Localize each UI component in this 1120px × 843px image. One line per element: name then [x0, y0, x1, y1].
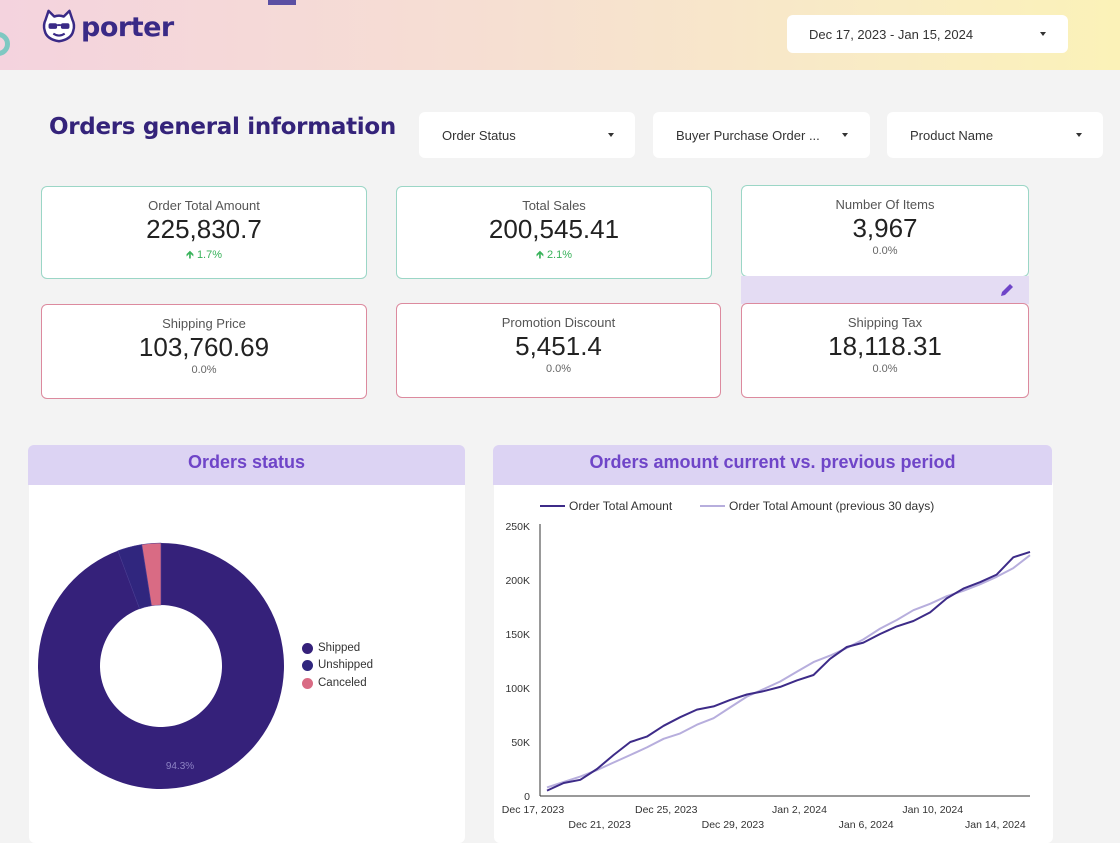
legend-swatch-unshipped [302, 659, 313, 671]
legend-label[interactable]: Order Total Amount [569, 499, 673, 513]
kpi-label: Number Of Items [835, 197, 935, 212]
x-tick-label: Jan 10, 2024 [902, 804, 963, 816]
legend-swatch-canceled [302, 677, 313, 689]
edit-toolbar [741, 276, 1029, 304]
orders-amount-panel [494, 479, 1053, 843]
kpi-value: 18,118.31 [828, 331, 942, 361]
arrow-up-icon: 🡹 [535, 249, 547, 261]
kpi-shipping-price[interactable]: Shipping Price 103,760.69 0.0% [41, 304, 367, 399]
legend-label: Unshipped [318, 659, 373, 671]
orders-status-donut[interactable]: 94.3% [30, 535, 292, 797]
orders-status-title: Orders status [28, 445, 465, 485]
kpi-promotion-discount[interactable]: Promotion Discount 5,451.4 0.0% [396, 303, 721, 398]
kpi-delta: 🡹 1.7% [42, 246, 366, 265]
chevron-down-icon [1040, 32, 1046, 36]
kpi-delta: 0.0% [191, 364, 217, 376]
chevron-down-icon [1076, 133, 1082, 137]
kpi-label: Shipping Price [162, 316, 246, 331]
filter-label: Product Name [910, 127, 994, 143]
x-tick-label: Dec 29, 2023 [702, 819, 765, 831]
legend-item-shipped[interactable]: Shipped [302, 642, 360, 654]
logo-text: porter [81, 11, 174, 43]
filter-label: Buyer Purchase Order ... [676, 127, 820, 143]
kpi-order-total-amount[interactable]: Order Total Amount 225,830.7 🡹 1.7% [41, 186, 367, 279]
kpi-value: 103,760.69 [138, 332, 270, 362]
filter-buyer-purchase-order[interactable]: Buyer Purchase Order ... [653, 112, 870, 158]
y-tick-label: 100K [505, 683, 530, 695]
cat-logo-icon [42, 9, 76, 43]
x-tick-label: Dec 17, 2023 [502, 804, 565, 816]
kpi-value: 3,967 [852, 213, 918, 243]
kpi-value: 225,830.7 [146, 214, 262, 244]
kpi-label: Order Total Amount [148, 198, 260, 213]
chevron-down-icon [608, 133, 614, 137]
y-tick-label: 50K [511, 737, 530, 749]
filter-label: Order Status [442, 127, 516, 143]
legend-label: Shipped [318, 642, 361, 654]
decorative-bar [268, 0, 296, 5]
series-line-current[interactable] [546, 550, 1031, 792]
y-tick-label: 0 [524, 791, 530, 803]
legend-swatch-shipped [302, 642, 313, 654]
legend-item-canceled[interactable]: Canceled [302, 677, 367, 689]
logo[interactable]: porter [40, 8, 174, 46]
series-line-previous[interactable] [546, 554, 1031, 789]
decorative-ring [0, 32, 10, 56]
date-range-picker[interactable]: Dec 17, 2023 - Jan 15, 2024 [787, 15, 1068, 53]
y-tick-label: 250K [505, 521, 530, 533]
kpi-label: Promotion Discount [501, 315, 616, 330]
x-tick-label: Jan 2, 2024 [772, 804, 827, 816]
legend-label[interactable]: Order Total Amount (previous 30 days) [729, 499, 934, 513]
date-range-value: Dec 17, 2023 - Jan 15, 2024 [809, 26, 974, 42]
kpi-delta-value: 1.7% [196, 249, 223, 261]
pencil-icon[interactable] [999, 282, 1015, 298]
arrow-up-icon: 🡹 [185, 249, 197, 261]
x-tick-label: Dec 21, 2023 [568, 819, 631, 831]
donut-slice-canceled[interactable] [141, 542, 162, 607]
kpi-delta: 0.0% [545, 363, 572, 375]
legend-item-unshipped[interactable]: Unshipped [302, 659, 373, 671]
kpi-total-sales[interactable]: Total Sales 200,545.41 🡹 2.1% [396, 186, 712, 279]
legend-label: Canceled [318, 677, 367, 689]
kpi-shipping-tax[interactable]: Shipping Tax 18,118.31 0.0% [741, 303, 1029, 398]
orders-amount-title: Orders amount current vs. previous perio… [493, 445, 1052, 485]
kpi-delta: 🡹 2.1% [397, 246, 711, 265]
filter-product-name[interactable]: Product Name [887, 112, 1103, 158]
kpi-delta: 0.0% [872, 363, 898, 375]
y-tick-label: 200K [505, 575, 530, 587]
kpi-label: Total Sales [522, 198, 586, 213]
donut-slice-shipped[interactable] [37, 543, 284, 789]
x-tick-label: Jan 14, 2024 [965, 819, 1026, 831]
kpi-label: Shipping Tax [847, 315, 923, 330]
kpi-delta-value: 2.1% [546, 249, 573, 261]
kpi-value: 5,451.4 [515, 331, 602, 361]
header-bar: porter Dec 17, 2023 - Jan 15, 2024 [0, 0, 1120, 70]
page-title: Orders general information [49, 114, 396, 140]
chevron-down-icon [842, 133, 848, 137]
x-tick-label: Jan 6, 2024 [839, 819, 894, 831]
kpi-value: 200,545.41 [488, 214, 620, 244]
kpi-number-of-items[interactable]: Number Of Items 3,967 0.0% [741, 185, 1029, 277]
x-tick-label: Dec 25, 2023 [635, 804, 698, 816]
y-tick-label: 150K [505, 629, 530, 641]
filter-order-status[interactable]: Order Status [419, 112, 635, 158]
kpi-delta: 0.0% [872, 245, 898, 257]
donut-slice-label: 94.3% [166, 761, 194, 772]
